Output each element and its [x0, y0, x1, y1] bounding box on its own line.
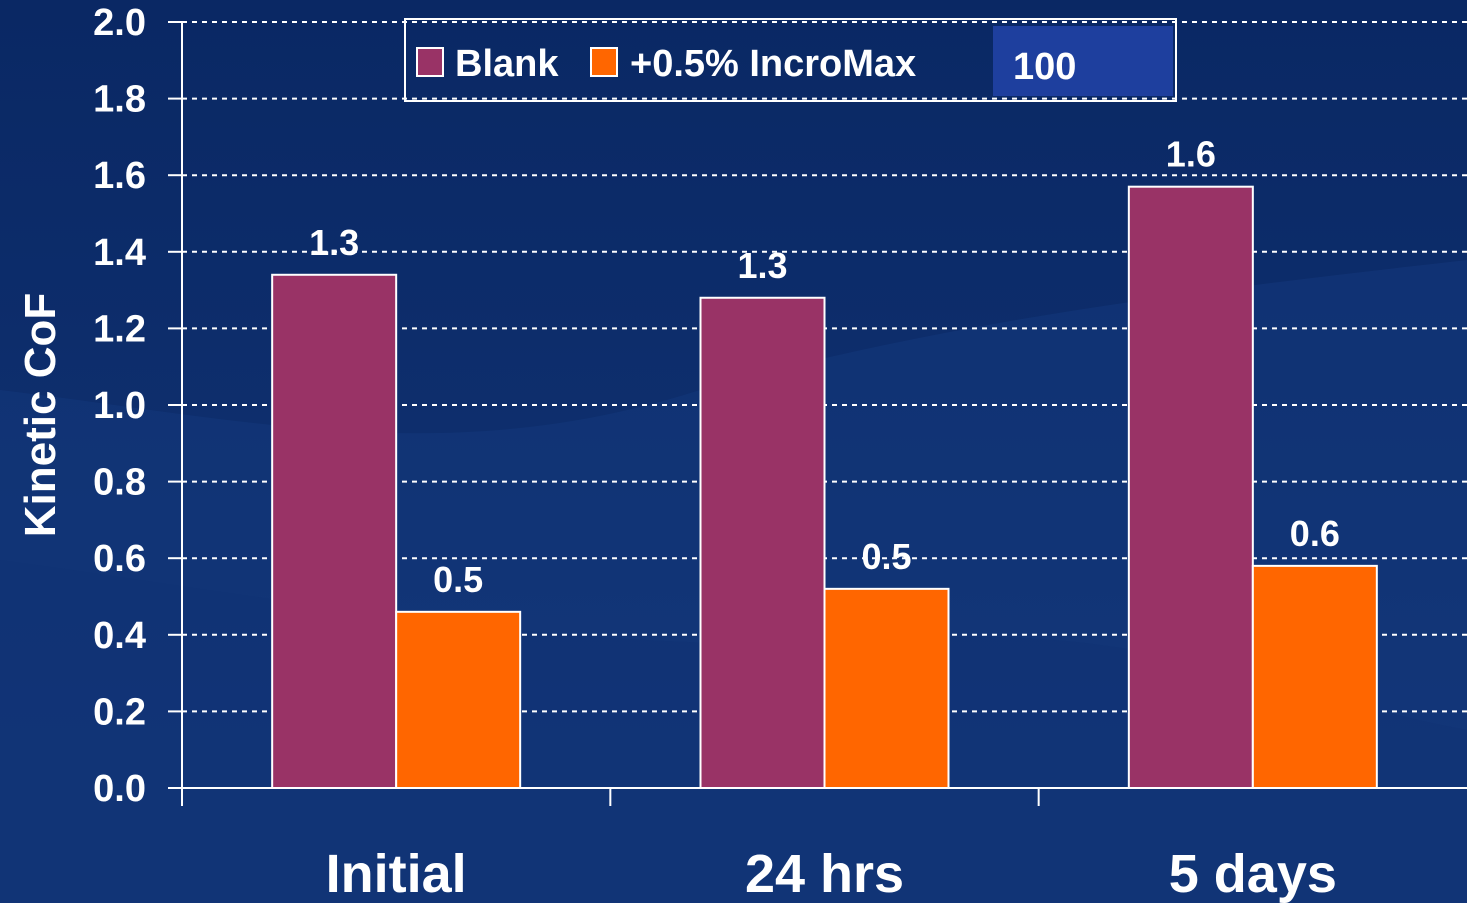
- y-tick-label: 0.2: [93, 691, 146, 733]
- labels: 0.0 0.2 0.4 0.6 0.8 1.0 1.2 1.4 1.6 1.8 2.0 1.3 0.5 I…: [93, 2, 1340, 903]
- bar-blank: [699, 296, 826, 789]
- legend-highlight: [993, 26, 1173, 96]
- legend-swatch-blank: [416, 47, 444, 77]
- data-label: 0.5: [861, 536, 911, 577]
- y-tick-label: 1.6: [93, 155, 146, 197]
- data-label: 1.3: [737, 245, 787, 286]
- y-tick-label: 0.4: [93, 615, 146, 657]
- bar-incromax: [395, 610, 522, 789]
- data-label: 0.5: [433, 559, 483, 600]
- y-tick-label: 0.8: [93, 462, 146, 504]
- y-tick-label: 0.0: [93, 768, 146, 810]
- bar-incromax: [823, 587, 950, 790]
- bar-incromax: [1251, 564, 1378, 789]
- data-label: 1.3: [309, 222, 359, 263]
- y-tick-label: 1.0: [93, 385, 146, 427]
- y-tick-label: 0.6: [93, 538, 146, 580]
- y-tick-label: 1.2: [93, 308, 146, 350]
- x-category-label: 5 days: [1169, 844, 1337, 903]
- legend-label-blank: Blank: [455, 43, 559, 85]
- y-tick-label: 1.4: [93, 232, 146, 274]
- legend-frame: [404, 18, 1177, 102]
- bar-blank: [1127, 185, 1254, 789]
- bars: [271, 185, 1378, 790]
- x-category-label: Initial: [326, 844, 467, 903]
- data-label: 1.6: [1166, 134, 1216, 175]
- data-label: 0.6: [1290, 513, 1340, 554]
- y-tick-label: 2.0: [93, 2, 146, 44]
- legend-label-incromax: +0.5% IncroMax: [630, 43, 916, 85]
- legend: Blank +0.5% IncroMax 100: [404, 18, 1177, 102]
- legend-label-incromax-number: 100: [1013, 46, 1076, 88]
- legend-swatch-incromax: [590, 47, 618, 77]
- y-tick-label: 1.8: [93, 79, 146, 121]
- y-axis-title: Kinetic CoF: [16, 293, 65, 537]
- x-category-label: 24 hrs: [745, 844, 904, 903]
- bar-blank: [271, 273, 398, 789]
